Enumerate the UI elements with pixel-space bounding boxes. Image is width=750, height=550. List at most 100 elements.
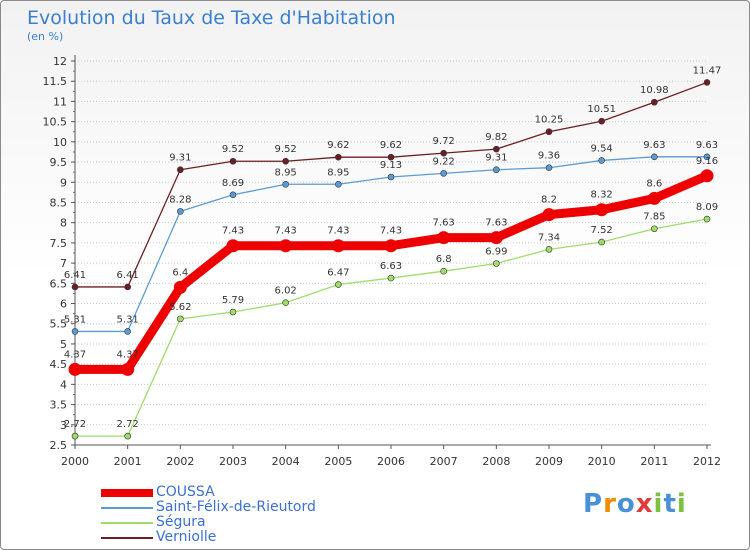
data-label-verniolle: 6.41	[117, 270, 139, 281]
logo-letter: o	[616, 489, 636, 519]
data-point-verniolle	[545, 128, 553, 136]
data-point-segura	[493, 260, 500, 267]
y-tick-label: 4.5	[50, 358, 68, 371]
chart-subtitle: (en %)	[27, 30, 64, 43]
data-point-segura	[177, 315, 184, 323]
x-tick-label: 2003	[219, 455, 247, 468]
data-label-verniolle: 9.62	[380, 140, 402, 151]
data-point-segura	[440, 267, 447, 275]
data-point-saint-felix-de-rieutord	[177, 208, 184, 215]
legend-swatch	[101, 537, 153, 539]
y-tick-label: 3.5	[50, 399, 68, 412]
data-label-segura: 6.63	[380, 261, 402, 272]
data-label-verniolle: 6.41	[64, 270, 86, 281]
y-tick-label: 12	[53, 55, 67, 68]
legend-swatch	[101, 522, 153, 524]
data-label-coussa: 8.6	[646, 178, 662, 189]
data-label-verniolle: 9.52	[222, 144, 244, 155]
data-point-segura	[71, 432, 79, 440]
data-point-coussa	[595, 203, 609, 217]
data-point-coussa	[279, 239, 293, 253]
data-label-segura: 5.62	[169, 302, 191, 313]
data-point-verniolle	[703, 79, 711, 86]
data-label-coussa: 8.32	[591, 190, 613, 201]
data-label-segura: 7.52	[591, 225, 613, 236]
data-label-segura: 6.02	[275, 286, 297, 297]
data-point-coussa	[700, 169, 714, 183]
data-point-saint-felix-de-rieutord	[124, 328, 131, 335]
data-label-coussa: 8.2	[541, 195, 557, 206]
x-tick-label: 2006	[377, 455, 405, 468]
data-label-segura: 2.72	[64, 419, 86, 430]
proxiti-logo: Proxiti	[583, 489, 687, 519]
x-tick-label: 2004	[272, 455, 300, 468]
data-point-verniolle	[651, 98, 658, 106]
data-point-verniolle	[282, 157, 289, 165]
y-tick-label: 11.5	[43, 75, 68, 88]
data-label-saint-felix-de-rieutord: 9.22	[433, 156, 455, 167]
legend-label: Ségura	[156, 514, 206, 530]
y-tick-label: 6.5	[50, 277, 68, 290]
data-point-verniolle	[440, 149, 447, 157]
data-label-segura: 7.85	[643, 212, 665, 223]
data-label-verniolle: 9.72	[433, 136, 455, 147]
data-label-verniolle: 9.52	[275, 144, 297, 155]
data-point-saint-felix-de-rieutord	[335, 180, 342, 188]
x-tick-label: 2002	[166, 455, 194, 468]
data-label-saint-felix-de-rieutord: 8.28	[169, 194, 191, 205]
data-label-verniolle: 10.51	[587, 104, 616, 115]
data-labels: 6.41 6.41 9.31 9.52 9.52 9.62 9.62 9.72 9.82 10.2…	[64, 65, 721, 430]
data-point-verniolle	[71, 283, 79, 291]
data-point-coussa	[384, 239, 398, 253]
data-point-segura	[124, 432, 131, 440]
data-label-coussa: 4.37	[117, 349, 139, 360]
data-point-saint-felix-de-rieutord	[598, 157, 605, 164]
data-label-coussa: 7.43	[275, 226, 297, 237]
data-label-saint-felix-de-rieutord: 8.95	[275, 167, 297, 178]
logo-letter: t	[663, 489, 677, 519]
data-label-coussa: 7.63	[433, 218, 455, 229]
legend-swatch	[101, 489, 153, 497]
x-tick-label: 2011	[640, 455, 668, 468]
data-point-saint-felix-de-rieutord	[545, 164, 553, 172]
legend-label: Verniolle	[156, 529, 217, 545]
x-tick-label: 2010	[588, 455, 616, 468]
data-point-coussa	[68, 362, 82, 376]
data-point-verniolle	[124, 283, 131, 291]
data-label-segura: 8.09	[696, 202, 718, 213]
data-point-saint-felix-de-rieutord	[71, 328, 79, 335]
data-point-segura	[545, 246, 553, 253]
y-tick-label: 8.5	[50, 196, 68, 209]
y-tick-label: 11	[53, 95, 67, 108]
x-tick-label: 2000	[61, 455, 89, 468]
data-point-coussa	[331, 239, 345, 253]
data-label-saint-felix-de-rieutord: 9.36	[538, 151, 560, 162]
data-label-coussa: 9.16	[696, 156, 718, 167]
data-label-saint-felix-de-rieutord: 9.54	[591, 143, 613, 154]
data-point-saint-felix-de-rieutord	[703, 153, 711, 161]
y-tick-label: 7.5	[50, 237, 68, 250]
logo-letter: r	[603, 489, 617, 519]
grid-lines	[75, 60, 707, 446]
data-point-verniolle	[335, 153, 342, 161]
legend-swatch	[101, 507, 153, 509]
data-point-saint-felix-de-rieutord	[493, 166, 500, 174]
data-point-verniolle	[493, 145, 500, 153]
data-point-segura	[387, 274, 395, 282]
y-tick-label: 10	[53, 136, 67, 149]
data-point-coussa	[173, 280, 187, 294]
data-point-verniolle	[598, 117, 605, 125]
logo-letter: i	[676, 489, 687, 519]
y-tick-label: 5	[60, 338, 67, 351]
legend-label: COUSSA	[156, 484, 215, 500]
data-label-verniolle: 10.25	[535, 115, 564, 126]
data-point-segura	[598, 238, 605, 246]
data-label-saint-felix-de-rieutord: 9.13	[380, 160, 402, 171]
data-point-segura	[282, 299, 289, 307]
logo-letter: x	[635, 489, 654, 519]
data-point-coussa	[437, 231, 451, 245]
x-tick-label: 2008	[482, 455, 510, 468]
data-label-saint-felix-de-rieutord: 8.95	[327, 167, 349, 178]
data-label-verniolle: 9.62	[327, 140, 349, 151]
